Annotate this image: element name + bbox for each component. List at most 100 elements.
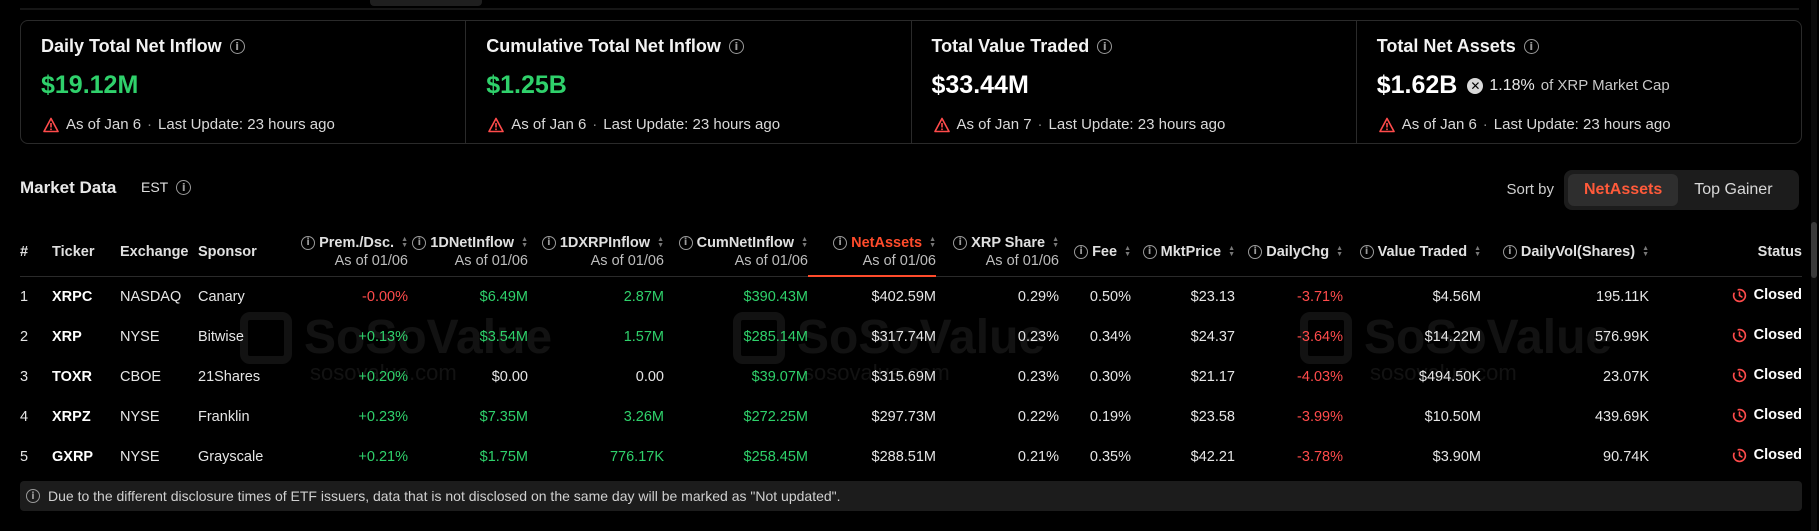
- clock-icon: [1731, 407, 1747, 423]
- table-row[interactable]: 3 TOXR CBOE 21Shares +0.20% $0.00 0.00 $39.07M $…: [20, 357, 1802, 397]
- sort-icon[interactable]: ▲ ▼: [401, 236, 408, 250]
- daily-xrp-inflow: 1.57M: [623, 329, 664, 345]
- sort-icon[interactable]: ▲ ▼: [521, 236, 528, 250]
- table-row[interactable]: 2 XRP NYSE Bitwise +0.13% $3.54M 1.57M $285.14M…: [20, 317, 1802, 357]
- card-value-text: $1.25B: [486, 71, 567, 99]
- sponsor: Grayscale: [198, 449, 264, 465]
- ticker[interactable]: XRPZ: [52, 409, 91, 425]
- column-header-label: #: [20, 243, 29, 260]
- info-icon[interactable]: i: [541, 236, 556, 251]
- net-assets: $317.74M: [871, 329, 937, 345]
- column-header[interactable]: i CumNetInflow ▲ ▼ As of 01/06: [664, 228, 808, 277]
- info-icon[interactable]: i: [1248, 245, 1263, 260]
- ticker[interactable]: GXRP: [52, 449, 94, 465]
- column-header[interactable]: i Prem./Dsc. ▲ ▼ As of 01/06: [290, 228, 408, 277]
- column-header-date: As of 01/06: [590, 253, 664, 270]
- sort-icon[interactable]: ▲ ▼: [1228, 245, 1235, 259]
- exchange: NYSE: [120, 449, 160, 465]
- column-header[interactable]: i DailyVol(Shares) ▲ ▼: [1481, 228, 1649, 277]
- info-icon[interactable]: i: [728, 39, 744, 54]
- column-header-label: Sponsor: [198, 243, 257, 260]
- daily-volume: 90.74K: [1603, 449, 1649, 465]
- separator-dot: ·: [1037, 116, 1043, 133]
- info-icon: i: [26, 489, 40, 503]
- daily-xrp-inflow: 2.87M: [623, 288, 664, 305]
- timezone-label[interactable]: EST i: [141, 179, 192, 195]
- sort-icon[interactable]: ▲ ▼: [1124, 245, 1131, 259]
- last-update: Last Update: 23 hours ago: [1493, 116, 1671, 133]
- daily-change: -3.64%: [1297, 329, 1343, 345]
- info-icon[interactable]: i: [1523, 39, 1539, 54]
- row-index: 4: [20, 409, 29, 425]
- premium-discount: +0.20%: [358, 369, 408, 385]
- info-icon[interactable]: i: [412, 236, 427, 251]
- warning-icon: [1378, 117, 1402, 133]
- info-icon[interactable]: i: [953, 236, 968, 251]
- column-header[interactable]: i 1DNetInflow ▲ ▼ As of 01/06: [408, 228, 528, 277]
- card-value: $1.25B: [486, 71, 567, 100]
- table-body: 1 XRPC NASDAQ Canary -0.00% $6.49M 2.87M $390.4…: [20, 276, 1802, 477]
- info-icon[interactable]: i: [833, 236, 848, 250]
- status-text: Closed: [1753, 327, 1802, 344]
- column-header[interactable]: i XRP Share ▲ ▼ As of 01/06: [936, 228, 1059, 277]
- warning-icon: [933, 117, 957, 133]
- sponsor: Canary: [198, 288, 245, 305]
- info-icon[interactable]: i: [1502, 245, 1517, 260]
- info-icon[interactable]: i: [229, 39, 245, 54]
- note-text: Due to the different disclosure times of…: [48, 488, 841, 504]
- table-row[interactable]: 1 XRPC NASDAQ Canary -0.00% $6.49M 2.87M $390.4…: [20, 276, 1802, 317]
- scrollbar-thumb[interactable]: [1811, 222, 1817, 278]
- market-price: $23.58: [1190, 409, 1235, 425]
- column-header-date: As of 01/06: [334, 253, 408, 270]
- as-of-date: As of Jan 6: [66, 116, 142, 133]
- fee: 0.30%: [1089, 369, 1131, 385]
- column-header[interactable]: i 1DXRPInflow ▲ ▼ As of 01/06: [528, 228, 664, 277]
- ticker[interactable]: TOXR: [52, 369, 93, 385]
- market-price: $21.17: [1190, 369, 1235, 385]
- sort-icon[interactable]: ▲ ▼: [1474, 245, 1481, 259]
- daily-change: -3.78%: [1297, 449, 1343, 465]
- table-row[interactable]: 5 GXRP NYSE Grayscale +0.21% $1.75M 776.17K $25…: [20, 437, 1802, 477]
- column-header[interactable]: i NetAssets ▲ ▼ As of 01/06: [808, 228, 936, 277]
- column-header[interactable]: i Fee ▲ ▼: [1059, 228, 1131, 277]
- top-divider: [20, 8, 1799, 10]
- daily-net-inflow: $3.54M: [479, 329, 528, 345]
- market-price: $23.13: [1190, 288, 1235, 305]
- info-icon[interactable]: i: [176, 179, 192, 195]
- sort-icon[interactable]: ▲ ▼: [1642, 245, 1649, 259]
- cum-net-inflow: $285.14M: [743, 329, 809, 345]
- sort-icon[interactable]: ▲ ▼: [1052, 236, 1059, 250]
- ticker[interactable]: XRP: [52, 329, 82, 345]
- sort-icon[interactable]: ▲ ▼: [657, 236, 664, 250]
- sort-option-top-gainer[interactable]: Top Gainer: [1694, 181, 1773, 198]
- last-update: Last Update: 23 hours ago: [603, 116, 781, 133]
- info-icon[interactable]: i: [1142, 245, 1157, 260]
- sort-icon[interactable]: ▲ ▼: [801, 236, 808, 250]
- column-header-label: Prem./Dsc.: [319, 235, 395, 252]
- premium-discount: +0.21%: [358, 449, 408, 465]
- sort-icon[interactable]: ▲ ▼: [929, 236, 936, 249]
- exchange: NYSE: [120, 409, 160, 425]
- daily-xrp-inflow: 776.17K: [609, 449, 664, 465]
- column-header-label: DailyChg: [1266, 244, 1330, 261]
- sort-icon[interactable]: ▲ ▼: [1336, 245, 1343, 259]
- info-icon[interactable]: i: [678, 236, 693, 251]
- xrp-share: 0.23%: [1017, 329, 1059, 345]
- ticker[interactable]: XRPC: [52, 288, 93, 305]
- section-title: Market Data: [20, 178, 117, 197]
- column-header[interactable]: i MktPrice ▲ ▼: [1131, 228, 1235, 277]
- exchange: NYSE: [120, 329, 160, 345]
- info-icon[interactable]: i: [1074, 245, 1089, 260]
- card-value-text: $33.44M: [931, 71, 1029, 99]
- status-badge: Closed: [1731, 367, 1802, 383]
- sort-option-netassets[interactable]: NetAssets: [1568, 174, 1679, 206]
- net-assets: $402.59M: [871, 289, 937, 305]
- info-icon[interactable]: i: [1097, 39, 1113, 54]
- column-header-label: Value Traded: [1377, 244, 1468, 261]
- column-header[interactable]: i Value Traded ▲ ▼: [1343, 228, 1481, 277]
- info-icon[interactable]: i: [301, 236, 316, 251]
- column-header[interactable]: i DailyChg ▲ ▼: [1235, 228, 1343, 277]
- column-header: Sponsor: [198, 228, 290, 277]
- info-icon[interactable]: i: [1359, 245, 1374, 260]
- table-row[interactable]: 4 XRPZ NYSE Franklin +0.23% $7.35M 3.26M $272.2…: [20, 397, 1802, 437]
